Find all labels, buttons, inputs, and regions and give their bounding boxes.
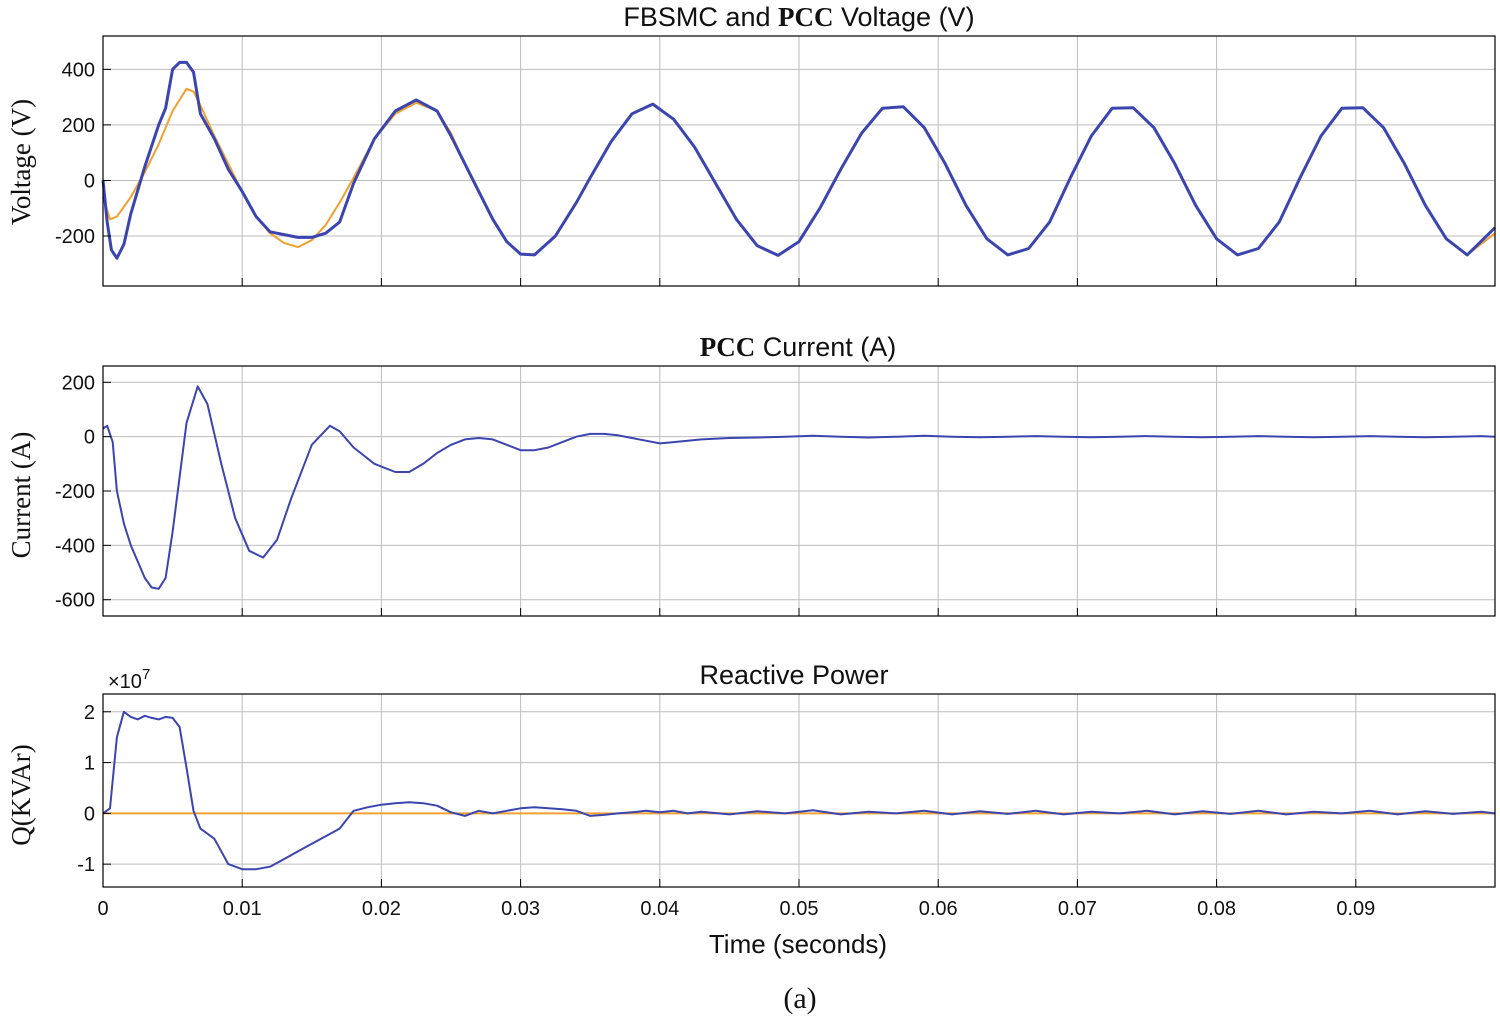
current-lines [102, 385, 1496, 590]
reactive-power-series-q [102, 710, 1496, 871]
x-tick-label: 0.09 [1336, 898, 1375, 920]
y-multiplier-label: ×107 [108, 666, 150, 693]
x-ticks: 0 0.01 0.02 0.03 0.04 0.05 0.06 0.07 0.08 0.09 [97, 898, 1375, 920]
reactive-power-axes-frame [102, 693, 1496, 888]
figure-caption: (a) [783, 982, 816, 1015]
reactive-power-y-tick-label: 1 [84, 753, 95, 775]
current-y-tick-label: -200 [55, 481, 95, 503]
reactive-power-y-tick-label: 2 [84, 702, 95, 724]
voltage-grid [103, 36, 1495, 286]
reactive-power-y-axis-label: Q(KVAr) [6, 744, 36, 846]
current-y-tick-label: -600 [55, 590, 95, 612]
x-tick-label: 0.03 [501, 898, 540, 920]
voltage-y-tick-label: 400 [62, 59, 95, 81]
reactive-power-grid [103, 694, 1495, 887]
reactive-power-y-ticks: 2 1 0 -1 [77, 702, 1357, 887]
voltage-y-tick-label: 0 [84, 170, 95, 192]
current-y-axis-label: Current (A) [6, 432, 36, 559]
reactive-power-lines [102, 710, 1496, 871]
x-tick-label: 0.04 [640, 898, 679, 920]
current-grid [103, 366, 1495, 616]
x-tick-label: 0.01 [223, 898, 262, 920]
voltage-y-tick-label: 200 [62, 115, 95, 137]
reactive-power-panel-title: Reactive Power [699, 660, 888, 690]
x-tick-label: 0.08 [1197, 898, 1236, 920]
voltage-axes-frame [102, 35, 1496, 287]
voltage-panel-title: FBSMC and PCC Voltage (V) [623, 2, 974, 32]
reactive-power-y-tick-label: 0 [84, 803, 95, 825]
x-tick-label: 0.06 [919, 898, 958, 920]
current-y-ticks: 200 0 -200 -400 -600 [55, 372, 1357, 616]
current-y-tick-label: -400 [55, 535, 95, 557]
reactive-power-panel: Reactive Power ×107 Q(KVAr) 210-1 0 0.01 0… [6, 660, 1496, 959]
voltage-panel: FBSMC and PCC Voltage (V) Voltage (V) 40… [6, 2, 1497, 287]
x-tick-label: 0 [97, 898, 108, 920]
x-tick-label: 0.07 [1058, 898, 1097, 920]
x-tick-label: 0.05 [780, 898, 819, 920]
current-y-tick-label: 200 [62, 372, 95, 394]
voltage-y-ticks: 400 200 0 -200 [55, 59, 1357, 286]
voltage-lines [101, 60, 1497, 260]
current-panel-title: PCC Current (A) [700, 332, 897, 362]
reactive-power-y-tick-label: -1 [77, 854, 95, 876]
x-axis-label: Time (seconds) [709, 929, 887, 959]
current-axes-frame [102, 365, 1496, 617]
voltage-series-fbsmc-voltage [101, 60, 1497, 260]
voltage-y-axis-label: Voltage (V) [6, 99, 36, 225]
voltage-y-tick-label: -200 [55, 226, 95, 248]
current-series-pcc-current [102, 385, 1496, 590]
current-panel: PCC Current (A) Current (A) 200 0 -200 -400… [6, 332, 1496, 617]
current-y-tick-label: 0 [84, 427, 95, 449]
x-tick-label: 0.02 [362, 898, 401, 920]
